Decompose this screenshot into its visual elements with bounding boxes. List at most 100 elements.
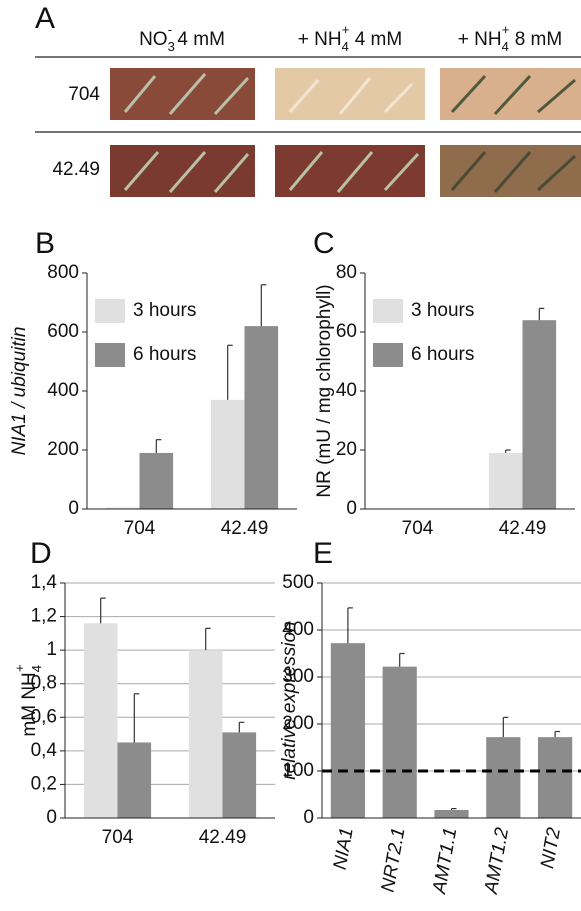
column-header-sub: 4	[502, 39, 509, 54]
y-axis-label: relative expression	[279, 621, 300, 779]
figure: ANO3- 4 mM+ NH4+ 4 mM+ NH4+ 8 mM70442.49…	[0, 0, 581, 911]
bar	[245, 326, 279, 509]
y-tick-label: 0,4	[31, 740, 58, 761]
bar	[84, 623, 118, 818]
x-tick-label: NIT2	[537, 826, 565, 871]
legend-swatch	[95, 343, 125, 367]
column-header-sub: 4	[342, 39, 349, 54]
bar	[118, 742, 152, 818]
error-bar	[228, 345, 233, 400]
panel-letter: C	[313, 227, 335, 260]
y-axis-label-sup: +	[12, 664, 27, 672]
panel-letter: B	[35, 227, 55, 260]
x-tick-label: 42.49	[499, 518, 547, 539]
error-bar	[239, 722, 244, 732]
photo	[440, 145, 581, 197]
y-tick-label: 0,6	[31, 706, 57, 727]
bar	[434, 810, 468, 818]
y-tick-label: 20	[336, 439, 357, 460]
column-header-sup: +	[502, 22, 510, 37]
bar	[383, 667, 417, 818]
bar	[523, 320, 557, 509]
y-tick-label: 0	[68, 498, 79, 519]
error-bar	[261, 285, 266, 326]
panel-letter: D	[30, 537, 52, 570]
y-tick-label: 300	[282, 666, 314, 687]
column-header-main: + NH	[458, 29, 502, 50]
y-axis-label-main: NR (mU / mg chlorophyll)	[314, 284, 335, 497]
column-header-after: 8 mM	[509, 29, 562, 50]
photo	[110, 68, 255, 120]
column-header: NO3- 4 mM	[139, 22, 225, 54]
bar	[331, 643, 365, 818]
legend-label: 3 hours	[133, 300, 196, 321]
x-tick-label: NIA1	[330, 826, 358, 871]
error-bar	[452, 809, 457, 810]
legend-swatch	[373, 343, 403, 367]
x-tick-label: 42.49	[221, 518, 269, 539]
column-header-after: 4 mM	[172, 29, 225, 50]
photo	[275, 68, 425, 120]
y-tick-label: 600	[47, 321, 79, 342]
legend-swatch	[95, 299, 125, 323]
error-bar	[506, 450, 511, 453]
row-label: 704	[68, 84, 100, 105]
column-header-sup: +	[342, 22, 350, 37]
column-header: + NH4 + 4 mM	[298, 22, 402, 54]
legend-label: 6 hours	[411, 344, 474, 365]
y-axis-label-sub: 4	[29, 665, 44, 672]
y-tick-label: 40	[336, 380, 357, 401]
error-bar	[503, 717, 508, 737]
column-header-after: 4 mM	[349, 29, 402, 50]
y-tick-label: 0	[46, 807, 57, 828]
x-tick-label: NRT2.1	[378, 826, 410, 894]
x-tick-label: 704	[102, 827, 134, 848]
legend-label: 6 hours	[133, 344, 196, 365]
legend-label: 3 hours	[411, 300, 474, 321]
bar	[211, 400, 245, 509]
bar	[189, 650, 223, 818]
error-bar	[555, 732, 560, 738]
row-label: 42.49	[52, 159, 100, 180]
y-tick-label: 100	[282, 760, 314, 781]
y-tick-label: 0,8	[31, 673, 57, 694]
panel-letter: E	[313, 537, 333, 570]
error-bar	[206, 628, 211, 650]
panel-a	[35, 57, 581, 197]
y-tick-label: 1,2	[31, 606, 57, 627]
bar	[538, 737, 572, 818]
column-header: + NH4 + 8 mM	[458, 22, 562, 54]
x-tick-label: AMT1.2	[481, 826, 513, 897]
error-bar	[156, 440, 161, 453]
y-axis-label: NR (mU / mg chlorophyll)	[314, 284, 335, 497]
legend-swatch	[373, 299, 403, 323]
y-tick-label: 0	[346, 498, 357, 519]
y-tick-label: 1,4	[31, 572, 58, 593]
bar	[223, 732, 257, 818]
y-tick-label: 400	[282, 619, 314, 640]
y-axis-label-main: relative expression	[279, 621, 300, 779]
y-tick-label: 200	[47, 439, 79, 460]
photo	[275, 145, 425, 197]
panel-letter: A	[35, 2, 55, 35]
y-tick-label: 400	[47, 380, 79, 401]
y-tick-label: 500	[282, 572, 314, 593]
x-tick-label: 42.49	[199, 827, 247, 848]
photo	[440, 68, 581, 120]
y-tick-label: 1	[46, 639, 57, 660]
x-tick-label: 704	[402, 518, 434, 539]
y-axis-label-main: NIA1 / ubiquitin	[9, 327, 30, 456]
bar	[140, 453, 174, 509]
x-tick-label: AMT1.1	[429, 826, 461, 896]
column-header-main: + NH	[298, 29, 342, 50]
y-axis-label: NIA1 / ubiquitin	[9, 327, 30, 456]
y-tick-label: 800	[47, 262, 79, 283]
y-tick-label: 200	[282, 713, 314, 734]
bar	[489, 453, 523, 509]
error-bar	[400, 654, 405, 667]
y-tick-label: 60	[336, 321, 357, 342]
y-tick-label: 80	[336, 262, 357, 283]
error-bar	[539, 308, 544, 320]
bar	[486, 737, 520, 818]
column-header-main: NO	[139, 29, 168, 50]
